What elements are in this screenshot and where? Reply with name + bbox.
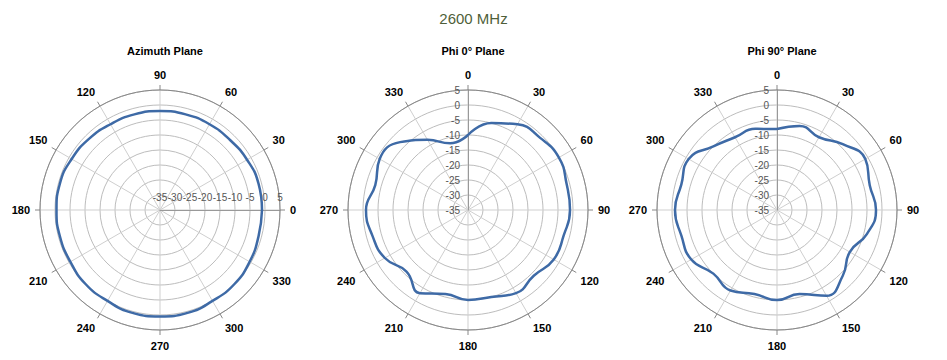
- svg-text:0: 0: [290, 204, 296, 216]
- svg-text:-20: -20: [198, 192, 213, 203]
- svg-text:90: 90: [154, 69, 166, 81]
- svg-text:60: 60: [581, 134, 593, 146]
- svg-text:0: 0: [454, 100, 460, 111]
- svg-text:240: 240: [337, 275, 355, 287]
- svg-text:5: 5: [454, 85, 460, 96]
- svg-text:-35: -35: [446, 205, 461, 216]
- svg-text:-5: -5: [760, 115, 769, 126]
- svg-text:180: 180: [459, 340, 477, 352]
- svg-text:-25: -25: [446, 175, 461, 186]
- svg-text:-20: -20: [755, 160, 770, 171]
- svg-text:90: 90: [907, 204, 919, 216]
- svg-text:-35: -35: [755, 205, 770, 216]
- svg-text:-5: -5: [246, 192, 255, 203]
- svg-text:-25: -25: [183, 192, 198, 203]
- svg-text:60: 60: [890, 134, 902, 146]
- svg-text:270: 270: [151, 340, 169, 352]
- svg-text:-10: -10: [446, 130, 461, 141]
- svg-text:30: 30: [842, 86, 854, 98]
- svg-text:180: 180: [12, 204, 30, 216]
- svg-text:300: 300: [337, 134, 355, 146]
- svg-text:270: 270: [629, 204, 647, 216]
- svg-text:-15: -15: [446, 145, 461, 156]
- svg-text:120: 120: [581, 275, 599, 287]
- svg-text:-15: -15: [213, 192, 228, 203]
- svg-text:0: 0: [763, 100, 769, 111]
- svg-text:Phi 0° Plane: Phi 0° Plane: [441, 45, 504, 57]
- svg-text:150: 150: [533, 322, 551, 334]
- svg-text:210: 210: [29, 275, 47, 287]
- svg-text:-25: -25: [755, 175, 770, 186]
- svg-text:270: 270: [320, 204, 338, 216]
- svg-text:300: 300: [225, 322, 243, 334]
- svg-text:120: 120: [77, 86, 95, 98]
- svg-text:2600 MHz: 2600 MHz: [439, 10, 507, 27]
- svg-text:150: 150: [842, 322, 860, 334]
- svg-text:30: 30: [533, 86, 545, 98]
- svg-text:60: 60: [225, 86, 237, 98]
- svg-text:Azimuth Plane: Azimuth Plane: [127, 45, 203, 57]
- svg-text:-20: -20: [446, 160, 461, 171]
- svg-text:210: 210: [385, 322, 403, 334]
- svg-text:300: 300: [646, 134, 664, 146]
- svg-text:Phi 90° Plane: Phi 90° Plane: [747, 45, 816, 57]
- svg-text:-15: -15: [755, 145, 770, 156]
- svg-text:180: 180: [768, 340, 786, 352]
- svg-text:30: 30: [273, 134, 285, 146]
- svg-text:330: 330: [385, 86, 403, 98]
- svg-text:-5: -5: [451, 115, 460, 126]
- svg-text:-10: -10: [228, 192, 243, 203]
- svg-text:-10: -10: [755, 130, 770, 141]
- svg-text:90: 90: [598, 204, 610, 216]
- svg-text:150: 150: [29, 134, 47, 146]
- svg-text:5: 5: [763, 85, 769, 96]
- svg-text:240: 240: [646, 275, 664, 287]
- svg-text:-35: -35: [153, 192, 168, 203]
- svg-text:330: 330: [694, 86, 712, 98]
- svg-text:240: 240: [77, 322, 95, 334]
- svg-text:0: 0: [262, 192, 268, 203]
- svg-text:330: 330: [273, 275, 291, 287]
- svg-text:-30: -30: [755, 190, 770, 201]
- svg-text:0: 0: [465, 69, 471, 81]
- svg-text:5: 5: [277, 192, 283, 203]
- svg-text:120: 120: [890, 275, 908, 287]
- svg-text:-30: -30: [446, 190, 461, 201]
- svg-text:0: 0: [774, 69, 780, 81]
- svg-text:210: 210: [694, 322, 712, 334]
- svg-text:-30: -30: [168, 192, 183, 203]
